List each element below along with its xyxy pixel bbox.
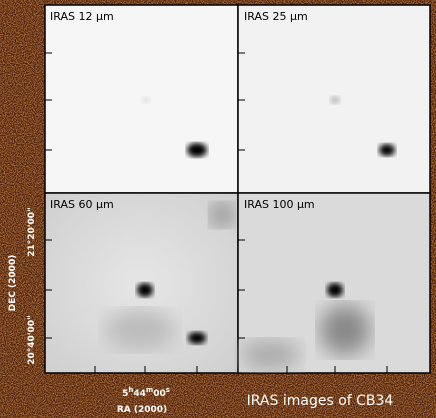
panel-label: IRAS 12 μm [50,10,114,23]
panel-label: IRAS 60 μm [50,198,114,211]
panel-label: IRAS 25 μm [244,10,308,23]
x-tick-number: 44 [133,389,146,399]
panel [238,5,430,193]
caption: IRAS images of CB34 [247,393,394,409]
panel [45,5,238,193]
y-axis-label: DEC (2000) [8,255,18,312]
y-tick-label: 20°40'00" [27,315,37,365]
x-tick-unit: m [146,386,153,394]
y-tick-label: 21°20'00" [27,207,37,257]
figure: IRAS 12 μm IRAS 25 μm IRAS 60 μm IRAS 10… [0,0,436,418]
x-tick-unit: s [166,386,170,394]
panel-label: IRAS 100 μm [244,198,315,211]
panel [45,193,238,373]
panel [238,193,430,373]
x-tick-number: 00 [153,389,166,399]
x-axis-label: RA (2000) [117,405,167,415]
